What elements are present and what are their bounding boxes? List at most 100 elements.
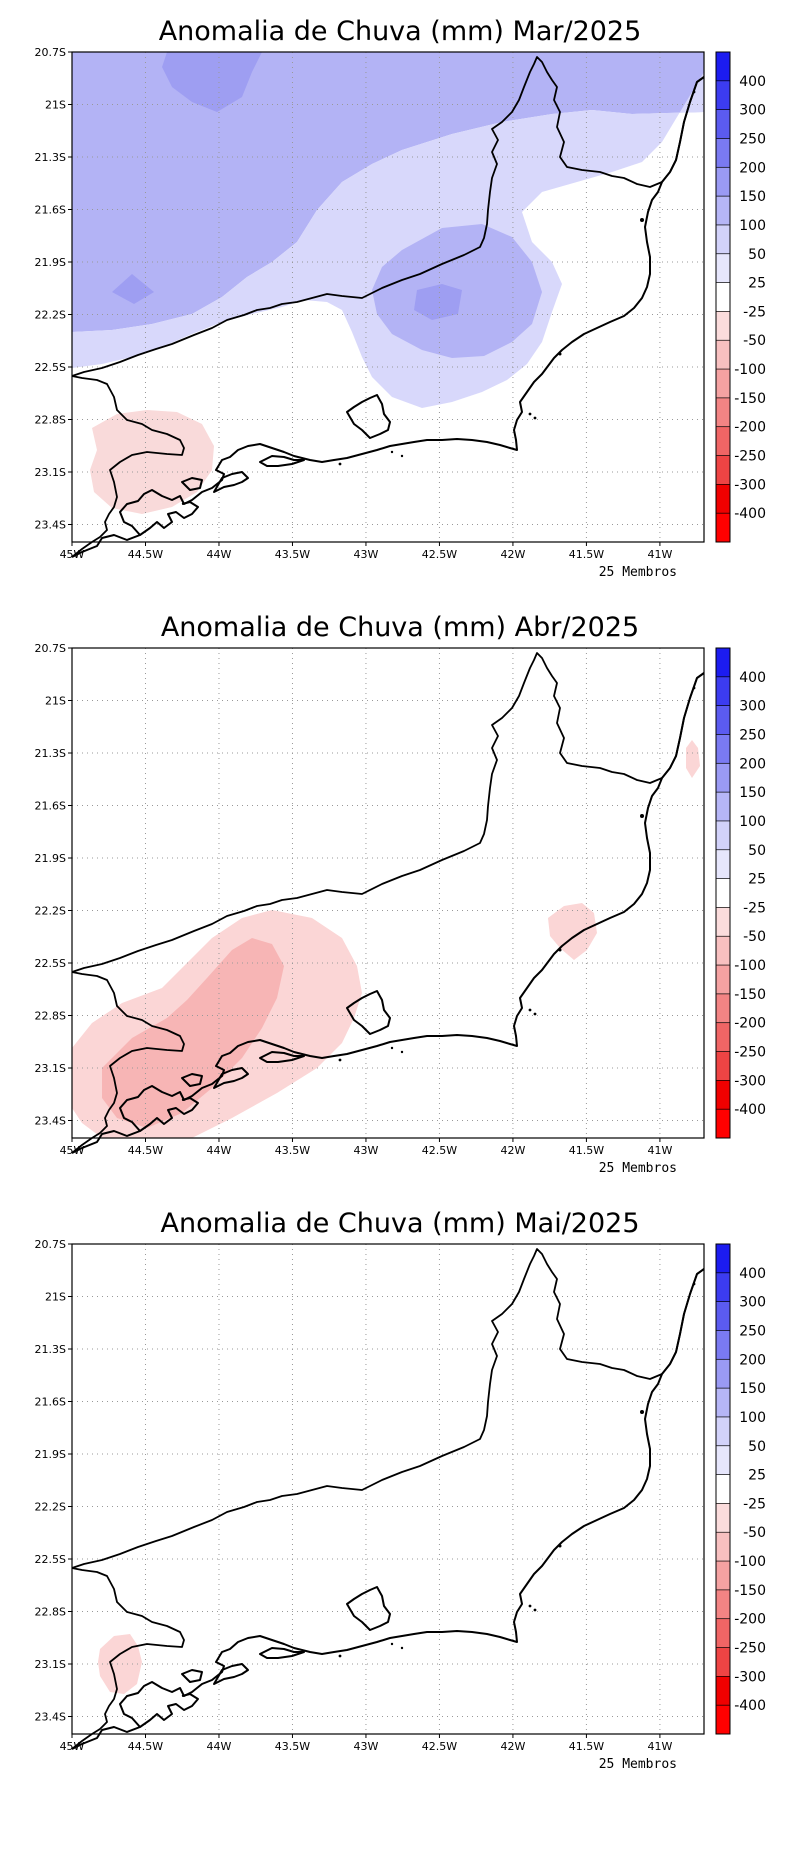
colorbar-swatch xyxy=(716,1388,730,1418)
colorbar-swatch xyxy=(716,1474,730,1504)
colorbar-label: 300 xyxy=(739,103,766,119)
lon-tick-label: 43W xyxy=(354,1144,379,1157)
map-panel-may: Anomalia de Chuva (mm) Mai/2025 20.7S 21S… xyxy=(35,1208,766,1772)
colorbar-swatch xyxy=(716,138,730,168)
lat-tick-label: 21.9S xyxy=(35,1448,66,1461)
map-panel-march: Anomalia de Chuva (mm) Mar/2025 20.7S 21S… xyxy=(35,16,766,580)
anomaly-southwest xyxy=(90,410,214,514)
colorbar-label: 200 xyxy=(739,160,766,176)
lon-tick-label: 44.5W xyxy=(128,1740,163,1753)
colorbar-label: -100 xyxy=(734,362,766,378)
lat-tick-label: 21.9S xyxy=(35,852,66,865)
lon-tick-label: 43.5W xyxy=(275,1144,310,1157)
colorbar-label: -400 xyxy=(734,1698,766,1714)
colorbar-swatch xyxy=(716,965,730,995)
colorbar-swatch xyxy=(716,1503,730,1533)
colorbar-label: -200 xyxy=(734,1612,766,1628)
colorbar-label: -25 xyxy=(743,1496,766,1512)
colorbar-label: 250 xyxy=(739,131,766,147)
colorbar-swatch xyxy=(716,1561,730,1591)
colorbar-swatch xyxy=(716,311,730,341)
lon-tick-label: 41W xyxy=(647,1144,672,1157)
colorbar-swatch xyxy=(716,397,730,428)
colorbar-label: -50 xyxy=(743,929,766,945)
colorbar-label: 100 xyxy=(739,1410,766,1426)
lat-tick-label: 22.5S xyxy=(35,361,66,374)
lat-tick-label: 23.1S xyxy=(35,466,66,479)
lon-tick-label: 44W xyxy=(207,1144,232,1157)
colorbar-swatch xyxy=(716,196,730,226)
colorbar-label: 150 xyxy=(739,189,766,205)
colorbar-swatch xyxy=(716,80,730,111)
colorbar-label: 200 xyxy=(739,1352,766,1368)
colorbar-label: -50 xyxy=(743,333,766,349)
anomaly-north-band xyxy=(72,52,704,332)
colorbar-swatch xyxy=(716,1416,730,1447)
lat-tick-label: 21.6S xyxy=(35,204,66,217)
lat-tick-label: 22.5S xyxy=(35,1553,66,1566)
lon-tick-label: 45W xyxy=(60,1144,85,1157)
lat-tick-label: 23.4S xyxy=(35,1711,66,1724)
lat-tick-label: 22.2S xyxy=(35,905,66,918)
lon-tick-label: 42W xyxy=(500,1740,525,1753)
colorbar-swatch xyxy=(716,52,730,82)
anomaly-center-east-peak xyxy=(414,284,462,320)
colorbar-label: -150 xyxy=(734,391,766,407)
colorbar-label: 150 xyxy=(739,1381,766,1397)
lon-tick-label: 43W xyxy=(354,548,379,561)
colorbar-label: -100 xyxy=(734,958,766,974)
colorbar-label: -300 xyxy=(734,477,766,493)
colorbar-label: -250 xyxy=(734,1045,766,1061)
graticule xyxy=(72,52,704,542)
members-label: 25 Membros xyxy=(599,1757,677,1772)
colorbar-swatch xyxy=(716,167,730,197)
colorbar: 400 300 250 200 150 100 50 25 -25 -50 -100 -150 -200… xyxy=(715,1243,766,1735)
colorbar-label: -200 xyxy=(734,1016,766,1032)
lat-tick-label: 22.8S xyxy=(35,414,66,427)
colorbar-swatch xyxy=(716,936,730,966)
colorbar-swatch xyxy=(716,1647,730,1677)
colorbar-swatch xyxy=(716,1244,730,1274)
lon-tick-label: 41W xyxy=(647,548,672,561)
axis-labels: 20.7S 21S 21.3S 21.6S 21.9S 22.2S 22.5S 22.8S 23… xyxy=(35,1238,673,1753)
map-panel-april: Anomalia de Chuva (mm) Abr/2025 20.7S 21S… xyxy=(35,612,766,1176)
colorbar-label: -150 xyxy=(734,1583,766,1599)
colorbar-label: 25 xyxy=(748,276,766,292)
lon-tick-label: 44W xyxy=(207,548,232,561)
anomaly-northeast-small xyxy=(686,740,700,778)
lat-tick-label: 22.2S xyxy=(35,1501,66,1514)
colorbar-swatch xyxy=(716,224,730,255)
members-label: 25 Membros xyxy=(599,1161,677,1176)
lon-tick-label: 43.5W xyxy=(275,548,310,561)
colorbar-label: 150 xyxy=(739,785,766,801)
colorbar-swatch xyxy=(716,1589,730,1620)
colorbar-swatch xyxy=(716,1705,730,1735)
lat-tick-label: 22.8S xyxy=(35,1606,66,1619)
colorbar-swatch xyxy=(716,878,730,908)
lat-tick-label: 21S xyxy=(45,1291,66,1304)
anomaly-east-small xyxy=(548,903,597,960)
colorbar-label: 300 xyxy=(739,699,766,715)
colorbar-swatch xyxy=(716,1676,730,1706)
colorbar-swatch xyxy=(716,1051,730,1081)
panel-title: Anomalia de Chuva (mm) Abr/2025 xyxy=(161,612,639,643)
lat-tick-label: 20.7S xyxy=(35,642,66,655)
colorbar-swatch xyxy=(716,1359,730,1389)
lon-tick-label: 45W xyxy=(60,548,85,561)
lat-tick-label: 21.3S xyxy=(35,747,66,760)
lat-tick-label: 21.9S xyxy=(35,256,66,269)
anomaly-east-band xyxy=(72,72,704,408)
colorbar-label: 25 xyxy=(748,1468,766,1484)
colorbar-swatch xyxy=(716,484,730,514)
panel-title: Anomalia de Chuva (mm) Mai/2025 xyxy=(161,1208,640,1239)
lon-tick-label: 42W xyxy=(500,548,525,561)
colorbar-swatch xyxy=(716,1080,730,1110)
lat-tick-label: 21.3S xyxy=(35,151,66,164)
colorbar-label: 50 xyxy=(748,247,766,263)
lat-tick-label: 23.4S xyxy=(35,1115,66,1128)
colorbar-label: -400 xyxy=(734,506,766,522)
colorbar-swatch xyxy=(716,820,730,851)
colorbar-swatch xyxy=(716,705,730,735)
colorbar-label: -250 xyxy=(734,1641,766,1657)
